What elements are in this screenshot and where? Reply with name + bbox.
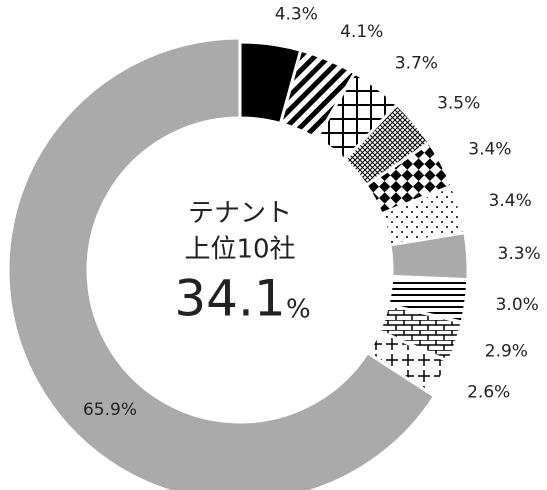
value-label: 2.6% [467,382,510,402]
donut-slice [6,36,437,490]
value-label: 3.0% [496,295,539,315]
center-value: 34.1 [174,270,285,328]
value-label: 65.9% [83,400,137,420]
value-label: 4.1% [340,22,383,42]
center-unit: % [286,295,311,325]
value-label: 2.9% [485,342,528,362]
value-label: 3.7% [395,54,438,74]
value-label: 3.4% [489,191,532,211]
value-label: 3.3% [498,244,541,264]
value-label: 3.5% [437,94,480,114]
center-line: テナント [188,199,292,229]
value-label: 3.4% [468,140,511,160]
value-label: 4.3% [275,4,318,24]
center-line: 上位10社 [184,235,295,265]
